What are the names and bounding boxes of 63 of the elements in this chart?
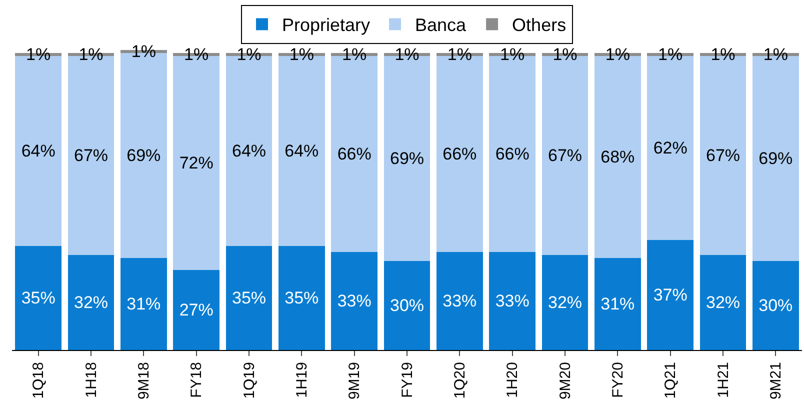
x-tick-label: 1Q20 bbox=[452, 362, 469, 399]
data-label: 1% bbox=[710, 44, 736, 64]
data-label: 1% bbox=[184, 44, 209, 64]
x-tick-label: 9M21 bbox=[768, 362, 785, 400]
data-label: 33% bbox=[495, 291, 530, 310]
data-label: 64% bbox=[21, 141, 56, 160]
data-label: 30% bbox=[390, 296, 424, 315]
data-label: 64% bbox=[232, 141, 266, 160]
legend-label: Others bbox=[512, 15, 566, 36]
data-label: 27% bbox=[179, 300, 214, 320]
data-label: 35% bbox=[232, 288, 266, 308]
data-label: 1% bbox=[78, 44, 104, 64]
data-label: 66% bbox=[495, 144, 530, 164]
x-tick-label: 9M19 bbox=[346, 362, 364, 400]
data-label: 69% bbox=[390, 148, 424, 168]
data-label: 1% bbox=[500, 44, 525, 64]
data-label: 64% bbox=[284, 141, 319, 160]
data-label: 31% bbox=[600, 294, 635, 314]
data-label: 1% bbox=[342, 44, 367, 64]
x-tick-label: FY18 bbox=[188, 362, 206, 398]
data-label: 1% bbox=[447, 44, 472, 64]
data-label: 1% bbox=[394, 44, 420, 64]
data-label: 1% bbox=[763, 44, 788, 64]
data-label: 33% bbox=[442, 291, 477, 310]
data-label: 68% bbox=[600, 147, 635, 166]
x-tick-label: 1H18 bbox=[82, 362, 100, 398]
data-label: 66% bbox=[337, 144, 372, 164]
data-label: 62% bbox=[653, 138, 688, 158]
x-tick-label: FY20 bbox=[610, 362, 627, 398]
data-label: 30% bbox=[758, 296, 793, 315]
data-label: 1% bbox=[131, 42, 156, 61]
data-label: 37% bbox=[653, 286, 688, 305]
data-label: 1% bbox=[658, 44, 683, 64]
data-label: 69% bbox=[126, 146, 161, 165]
data-label: 33% bbox=[337, 291, 372, 310]
data-label: 1% bbox=[605, 44, 630, 64]
data-label: 1% bbox=[26, 44, 51, 64]
data-label: 32% bbox=[74, 292, 108, 312]
x-tick-label: 1H19 bbox=[294, 362, 311, 398]
legend-label: Proprietary bbox=[282, 15, 370, 36]
data-label: 69% bbox=[758, 148, 793, 168]
data-label: 66% bbox=[442, 144, 477, 164]
legend-label: Banca bbox=[415, 15, 468, 36]
data-label: 32% bbox=[548, 292, 582, 312]
data-label: 1% bbox=[552, 44, 578, 64]
data-label: 32% bbox=[706, 292, 740, 312]
x-tick-label: 1Q18 bbox=[30, 362, 48, 399]
data-label: 35% bbox=[284, 288, 319, 308]
data-label: 67% bbox=[548, 146, 582, 165]
data-label: 35% bbox=[21, 288, 56, 308]
x-tick-label: 1Q21 bbox=[662, 362, 680, 399]
data-label: 67% bbox=[706, 146, 740, 165]
x-tick-label: 1H20 bbox=[504, 362, 522, 398]
data-label: 1% bbox=[289, 44, 314, 64]
data-label: 72% bbox=[179, 153, 214, 172]
x-tick-label: 1H21 bbox=[714, 362, 732, 398]
x-tick-label: FY19 bbox=[398, 362, 416, 398]
data-label: 1% bbox=[236, 44, 262, 64]
data-label: 31% bbox=[126, 294, 161, 314]
x-tick-label: 9M18 bbox=[136, 362, 153, 400]
data-label: 67% bbox=[74, 146, 108, 165]
x-tick-label: 9M20 bbox=[556, 362, 574, 400]
x-tick-label: 1Q19 bbox=[240, 362, 258, 399]
